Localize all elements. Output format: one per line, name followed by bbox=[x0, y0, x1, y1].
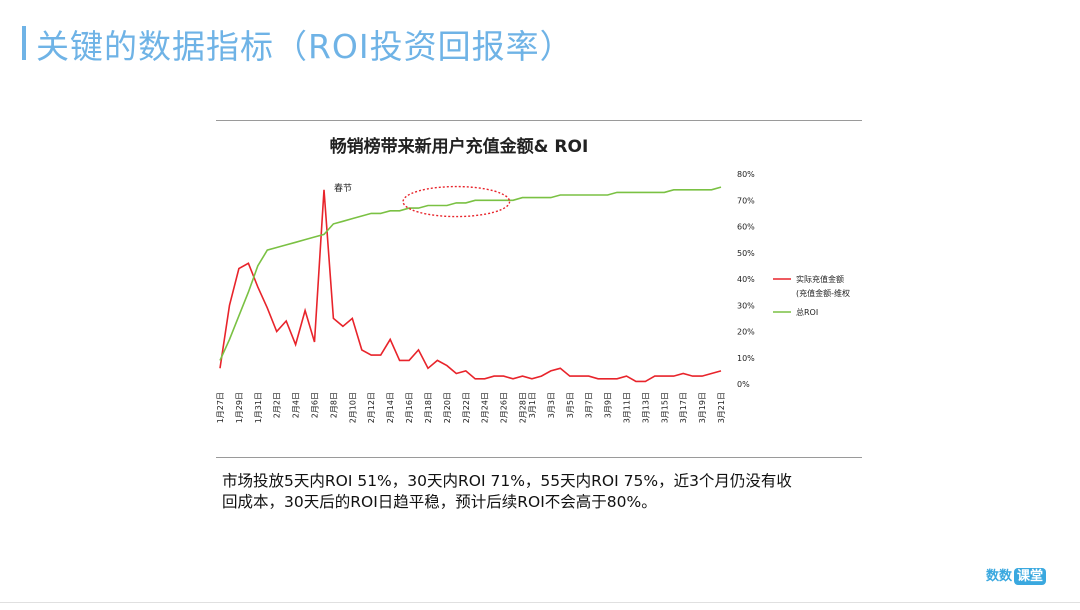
y-tick-label: 30% bbox=[737, 301, 755, 310]
y-tick-label: 0% bbox=[737, 380, 750, 389]
caption-text: 市场投放5天内ROI 51%，30天内ROI 71%，55天内ROI 75%，近… bbox=[222, 471, 872, 513]
y-tick-label: 70% bbox=[737, 196, 755, 205]
brand-badge: 数数 课堂 bbox=[986, 565, 1047, 585]
recharge-series-line bbox=[219, 189, 722, 383]
y-tick-label: 50% bbox=[737, 249, 755, 258]
annotation-label: 春节 bbox=[334, 182, 352, 194]
title-accent-bar bbox=[22, 26, 26, 60]
x-tick-label: 3月1日 bbox=[528, 392, 537, 418]
x-tick-label: 1月31日 bbox=[254, 392, 263, 423]
x-tick-label: 2月6日 bbox=[311, 392, 320, 418]
x-tick-label: 2月20日 bbox=[443, 392, 452, 423]
x-tick-label: 2月18日 bbox=[424, 392, 433, 423]
y-tick-label: 40% bbox=[737, 275, 755, 284]
x-tick-label: 1月29日 bbox=[235, 392, 244, 423]
x-tick-label: 3月7日 bbox=[585, 392, 594, 418]
x-tick-label: 2月26日 bbox=[500, 392, 509, 423]
slide-title: 关键的数据指标（ROI投资回报率） bbox=[36, 27, 574, 66]
x-tick-label: 3月19日 bbox=[698, 392, 707, 423]
x-tick-label: 3月17日 bbox=[679, 392, 688, 423]
legend-label-recharge-line2: (充值金额-维权 bbox=[796, 288, 850, 298]
highlight-ellipse bbox=[402, 185, 511, 218]
x-tick-label: 1月27日 bbox=[216, 392, 225, 423]
y-tick-label: 80% bbox=[737, 170, 755, 179]
x-tick-label: 3月13日 bbox=[641, 392, 650, 423]
x-tick-label: 3月21日 bbox=[717, 392, 726, 423]
brand-badge-part-1: 数数 bbox=[986, 569, 1013, 584]
x-tick-label: 3月5日 bbox=[566, 392, 575, 418]
caption-line-2: 回成本，30天后的ROI日趋平稳，预计后续ROI不会高于80%。 bbox=[222, 493, 657, 511]
x-tick-label: 2月10日 bbox=[348, 392, 357, 423]
roi-chart: 畅销榜带来新用户充值金额& ROI 0% 10% 20% 30% 40% 50% 60% 70… bbox=[216, 136, 850, 423]
legend-label-recharge-line1: 实际充值金额 bbox=[796, 274, 844, 284]
x-tick-label: 3月9日 bbox=[604, 392, 613, 418]
x-tick-label: 2月2日 bbox=[273, 392, 282, 418]
y-tick-label: 20% bbox=[737, 328, 755, 337]
y-tick-label: 10% bbox=[737, 354, 755, 363]
legend-label-roi: 总ROI bbox=[796, 307, 818, 317]
brand-badge-part-2: 课堂 bbox=[1014, 568, 1047, 585]
x-tick-label: 2月14日 bbox=[386, 392, 395, 423]
bottom-divider bbox=[0, 602, 1080, 603]
x-tick-label: 2月22日 bbox=[462, 392, 471, 423]
caption-line-1: 市场投放5天内ROI 51%，30天内ROI 71%，55天内ROI 75%，近… bbox=[222, 472, 792, 490]
y-tick-label: 60% bbox=[737, 223, 755, 232]
x-tick-label: 2月24日 bbox=[481, 392, 490, 423]
roi-series-line bbox=[219, 186, 722, 361]
x-tick-label: 3月3日 bbox=[547, 392, 556, 418]
x-tick-label: 2月12日 bbox=[367, 392, 376, 423]
x-tick-label: 2月8日 bbox=[329, 392, 338, 418]
x-tick-label: 2月16日 bbox=[405, 392, 414, 423]
x-tick-label: 3月11日 bbox=[622, 392, 631, 423]
x-tick-label: 2月28日 bbox=[518, 392, 527, 423]
chart-container: 畅销榜带来新用户充值金额& ROI 0% 10% 20% 30% 40% 50% 60% 70… bbox=[216, 120, 862, 458]
x-tick-label: 2月4日 bbox=[292, 392, 301, 418]
chart-title: 畅销榜带来新用户充值金额& ROI bbox=[330, 136, 589, 157]
x-tick-label: 3月15日 bbox=[660, 392, 669, 423]
